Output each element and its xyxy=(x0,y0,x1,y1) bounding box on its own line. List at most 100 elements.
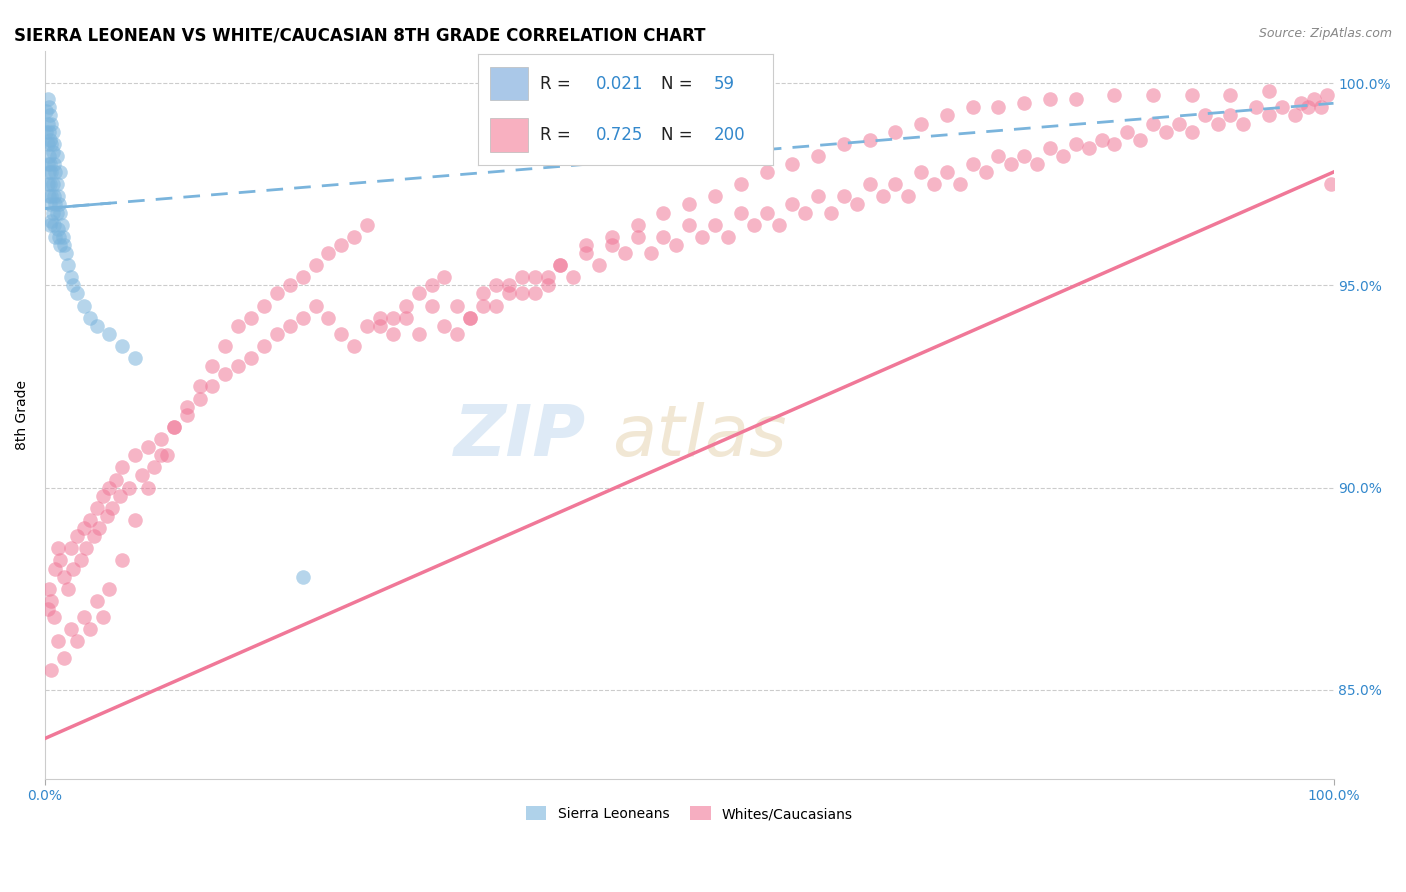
Point xyxy=(188,379,211,393)
Point xyxy=(53,650,76,665)
Point xyxy=(42,610,65,624)
Point xyxy=(83,529,105,543)
Point xyxy=(678,197,700,211)
Point xyxy=(45,177,67,191)
Point xyxy=(79,622,101,636)
Point xyxy=(1291,96,1313,111)
Point xyxy=(53,238,76,252)
Point xyxy=(987,149,1010,163)
Point xyxy=(48,229,70,244)
Point xyxy=(330,326,353,341)
Point xyxy=(433,318,456,333)
Point xyxy=(104,473,127,487)
Point xyxy=(343,229,366,244)
Text: 200: 200 xyxy=(714,126,745,144)
Point xyxy=(98,582,121,596)
Point xyxy=(318,246,340,260)
Point xyxy=(291,310,314,325)
Point xyxy=(86,594,108,608)
Point xyxy=(936,165,959,179)
Point xyxy=(368,310,391,325)
Point xyxy=(48,197,70,211)
Point xyxy=(1232,116,1254,130)
Point xyxy=(897,189,920,203)
Point xyxy=(41,165,63,179)
Point xyxy=(1181,125,1204,139)
Point xyxy=(485,278,508,293)
Point xyxy=(38,125,60,139)
Point xyxy=(395,299,418,313)
Point xyxy=(704,218,727,232)
Point xyxy=(420,299,443,313)
Point xyxy=(755,165,778,179)
Point xyxy=(974,165,997,179)
Point xyxy=(39,108,62,122)
Point xyxy=(859,133,882,147)
Point xyxy=(1194,108,1216,122)
Point xyxy=(37,116,59,130)
Point xyxy=(381,326,404,341)
Point xyxy=(62,561,84,575)
Point xyxy=(446,326,468,341)
Point xyxy=(1039,92,1062,106)
Point xyxy=(41,177,63,191)
Point xyxy=(101,500,124,515)
Text: atlas: atlas xyxy=(612,402,786,471)
Point xyxy=(1219,108,1241,122)
Point xyxy=(1320,177,1343,191)
Point xyxy=(640,246,662,260)
Point xyxy=(163,420,186,434)
Point xyxy=(755,205,778,219)
Point xyxy=(575,246,598,260)
Point xyxy=(536,270,558,285)
Point xyxy=(600,229,623,244)
Point xyxy=(41,205,63,219)
Point xyxy=(1012,149,1035,163)
Point xyxy=(46,541,69,556)
Point xyxy=(1052,149,1074,163)
Point xyxy=(37,136,59,151)
Point xyxy=(136,440,159,454)
Point xyxy=(35,104,58,119)
Point xyxy=(318,310,340,325)
Point xyxy=(37,177,59,191)
Point xyxy=(45,149,67,163)
Point xyxy=(188,392,211,406)
Point xyxy=(59,622,82,636)
Point xyxy=(550,258,572,272)
Point xyxy=(266,326,288,341)
Point xyxy=(37,92,59,106)
Point xyxy=(45,205,67,219)
Point xyxy=(1167,116,1189,130)
Point xyxy=(1064,92,1087,106)
Point xyxy=(214,339,236,353)
Point xyxy=(72,610,94,624)
Point xyxy=(1303,92,1326,106)
Point xyxy=(42,136,65,151)
Point xyxy=(51,218,73,232)
Point xyxy=(872,189,894,203)
Point xyxy=(408,326,430,341)
Point xyxy=(124,448,146,462)
Text: 0.725: 0.725 xyxy=(596,126,644,144)
Point xyxy=(41,213,63,227)
Point xyxy=(381,310,404,325)
Point xyxy=(498,278,520,293)
Point xyxy=(35,125,58,139)
Point xyxy=(304,258,326,272)
Point xyxy=(550,258,572,272)
Point xyxy=(55,246,77,260)
Point xyxy=(1258,84,1281,98)
Point xyxy=(433,270,456,285)
Point xyxy=(575,238,598,252)
Point xyxy=(86,318,108,333)
Point xyxy=(356,218,378,232)
Point xyxy=(458,310,481,325)
Point xyxy=(41,145,63,159)
Text: ZIP: ZIP xyxy=(454,402,586,471)
Point xyxy=(588,258,610,272)
Point xyxy=(408,286,430,301)
Point xyxy=(42,157,65,171)
Point xyxy=(111,553,134,567)
Point xyxy=(37,157,59,171)
